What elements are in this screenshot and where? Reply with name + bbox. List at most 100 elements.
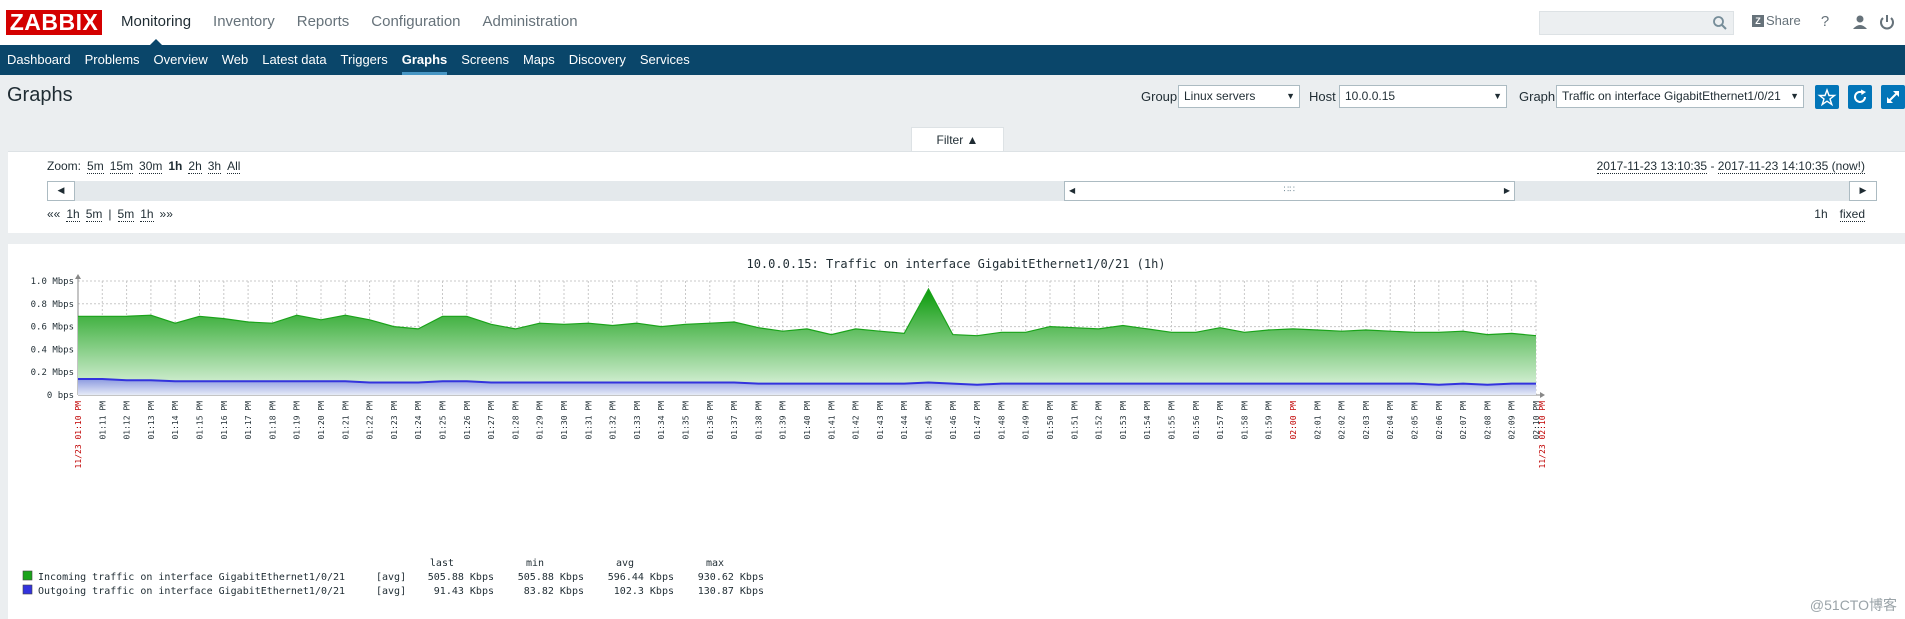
period-to[interactable]: 2017-11-23 14:10:35 (now!)	[1717, 159, 1865, 174]
y-tick-label: 0.8 Mbps	[31, 300, 74, 310]
zoom-30m[interactable]: 30m	[139, 159, 163, 174]
x-tick-label: 01:44 PM	[900, 401, 909, 440]
period-length: 1h	[1814, 207, 1828, 221]
x-axis-arrow-icon	[1540, 392, 1545, 398]
scroll-thumb[interactable]: ◀ ∷∷ ▶	[1064, 181, 1515, 201]
menu-administration[interactable]: Administration	[482, 13, 578, 30]
x-tick-label: 01:24 PM	[414, 401, 423, 440]
x-tick-label: 02:08 PM	[1483, 401, 1492, 440]
thumb-right-arrow-icon[interactable]: ▶	[1503, 186, 1510, 195]
zoom-all[interactable]: All	[227, 159, 241, 174]
scroll-right-button[interactable]: ▶	[1849, 181, 1877, 201]
zoom-1h[interactable]: 1h	[168, 159, 183, 173]
x-tick-label: 01:37 PM	[730, 401, 739, 440]
submenu-maps[interactable]: Maps	[522, 52, 555, 67]
menu-reports[interactable]: Reports	[296, 13, 350, 30]
submenu-screens[interactable]: Screens	[461, 52, 509, 67]
share-link[interactable]: Z Share	[1752, 13, 1801, 28]
refresh-button[interactable]	[1848, 85, 1872, 109]
chart-legend: last min avg max Incoming traffic on interfa…	[22, 558, 764, 597]
menu-inventory[interactable]: Inventory	[213, 13, 275, 30]
submenu-discovery[interactable]: Discovery	[568, 52, 626, 67]
x-tick-label: 02:01 PM	[1313, 401, 1322, 440]
x-tick-label: 01:27 PM	[487, 401, 496, 440]
nav-forward-1h[interactable]: 1h	[140, 207, 154, 222]
legend-last-value: 91.43 Kbps	[434, 586, 494, 597]
submenu-web[interactable]: Web	[221, 52, 249, 67]
x-tick-label: 01:25 PM	[439, 401, 448, 440]
x-tick-label: 01:46 PM	[949, 401, 958, 440]
x-tick-label: 01:53 PM	[1119, 401, 1128, 440]
nav-back-5m[interactable]: 5m	[85, 207, 103, 222]
zoom-15m[interactable]: 15m	[109, 159, 134, 174]
logout-icon[interactable]	[1877, 12, 1897, 32]
x-tick-label: 01:36 PM	[706, 401, 715, 440]
outgoing-line	[78, 378, 1536, 386]
zabbix-logo[interactable]: ZABBIX	[6, 10, 102, 35]
user-profile-icon[interactable]	[1850, 12, 1870, 32]
add-to-favorites-button[interactable]	[1815, 85, 1839, 109]
menu-monitoring[interactable]: Monitoring	[110, 0, 202, 45]
x-tick-label: 02:07 PM	[1459, 401, 1468, 440]
traffic-chart[interactable]: 10.0.0.15: Traffic on interface GigabitE…	[8, 244, 1905, 619]
fixed-toggle[interactable]: fixed	[1839, 207, 1865, 222]
search-icon[interactable]	[1712, 15, 1728, 31]
x-tick-label: 01:38 PM	[754, 401, 763, 440]
zoom-5m[interactable]: 5m	[87, 159, 104, 174]
help-icon[interactable]: ?	[1820, 13, 1830, 30]
x-tick-label: 01:41 PM	[827, 401, 836, 440]
x-tick-label: 01:45 PM	[925, 401, 934, 440]
period-separator: -	[1707, 159, 1718, 173]
x-tick-label: 01:13 PM	[147, 401, 156, 440]
x-tick-label: 02:05 PM	[1411, 401, 1420, 440]
graph-select[interactable]: Traffic on interface GigabitEthernet1/0/…	[1556, 85, 1804, 108]
legend-header-min: min	[526, 558, 544, 569]
thumb-left-arrow-icon[interactable]: ◀	[1069, 186, 1076, 195]
submenu-overview[interactable]: Overview	[153, 52, 208, 67]
x-tick-label: 02:03 PM	[1362, 401, 1371, 440]
nav-forward-5m[interactable]: 5m	[117, 207, 135, 222]
group-select[interactable]: Linux servers ▼	[1178, 85, 1300, 108]
x-tick-label: 02:06 PM	[1435, 401, 1444, 440]
submenu-dashboard[interactable]: Dashboard	[7, 52, 71, 67]
graph-select-value: Traffic on interface GigabitEthernet1/0/…	[1562, 89, 1781, 103]
sub-menu: Dashboard Problems Overview Web Latest d…	[0, 45, 1905, 75]
nav-forward[interactable]: »»	[159, 207, 173, 221]
x-tick-label: 01:47 PM	[973, 401, 982, 440]
nav-back-1h[interactable]: 1h	[66, 207, 80, 222]
legend-func: [avg]	[376, 586, 406, 597]
filter-toggle-tab[interactable]: Filter ▲	[911, 127, 1004, 152]
filter-panel: Zoom: 5m 15m 30m 1h 2h 3h All 2017-11-23…	[8, 151, 1905, 233]
submenu-graphs[interactable]: Graphs	[395, 45, 455, 75]
legend-header-avg: avg	[616, 558, 634, 569]
host-label: Host	[1309, 89, 1336, 104]
x-tick-label: 01:57 PM	[1216, 401, 1225, 440]
share-label: Share	[1766, 13, 1801, 28]
x-tick-label: 01:16 PM	[220, 401, 229, 440]
zoom-2h[interactable]: 2h	[188, 159, 202, 174]
submenu-services[interactable]: Services	[639, 52, 690, 67]
x-tick-label: 02:09 PM	[1508, 401, 1517, 440]
submenu-latest-data[interactable]: Latest data	[262, 52, 327, 67]
x-tick-label: 01:14 PM	[171, 401, 180, 440]
drag-handle-icon[interactable]: ∷∷	[1283, 185, 1295, 195]
x-axis: 11/23 01:10 PM 01:11 PM 01:12 PM 01:13 PM 01…	[74, 401, 1547, 469]
scroll-left-button[interactable]: ◀	[47, 181, 75, 201]
menu-configuration[interactable]: Configuration	[371, 13, 461, 30]
host-select[interactable]: 10.0.0.15 ▼	[1339, 85, 1507, 108]
nav-back[interactable]: ««	[47, 207, 61, 221]
x-tick-label: 02:04 PM	[1386, 401, 1395, 440]
legend-avg-value: 596.44 Kbps	[608, 572, 674, 583]
legend-max-value: 130.87 Kbps	[698, 586, 764, 597]
zoom-3h[interactable]: 3h	[207, 159, 222, 174]
y-axis: 0 bps 0.2 Mbps 0.4 Mbps 0.6 Mbps 0.8 Mbps 1.0…	[31, 277, 74, 401]
fullscreen-button[interactable]	[1881, 85, 1905, 109]
time-scrollbar[interactable]: ◀ ◀ ∷∷ ▶ ▶	[47, 181, 1877, 201]
period-from[interactable]: 2017-11-23 13:10:35	[1596, 159, 1708, 174]
submenu-problems[interactable]: Problems	[84, 52, 140, 67]
submenu-triggers[interactable]: Triggers	[340, 52, 388, 67]
outgoing-area	[78, 379, 1536, 395]
period-fixed: 1h fixed	[1814, 207, 1865, 222]
search-input[interactable]	[1539, 11, 1734, 35]
y-tick-label: 0.4 Mbps	[31, 345, 74, 355]
